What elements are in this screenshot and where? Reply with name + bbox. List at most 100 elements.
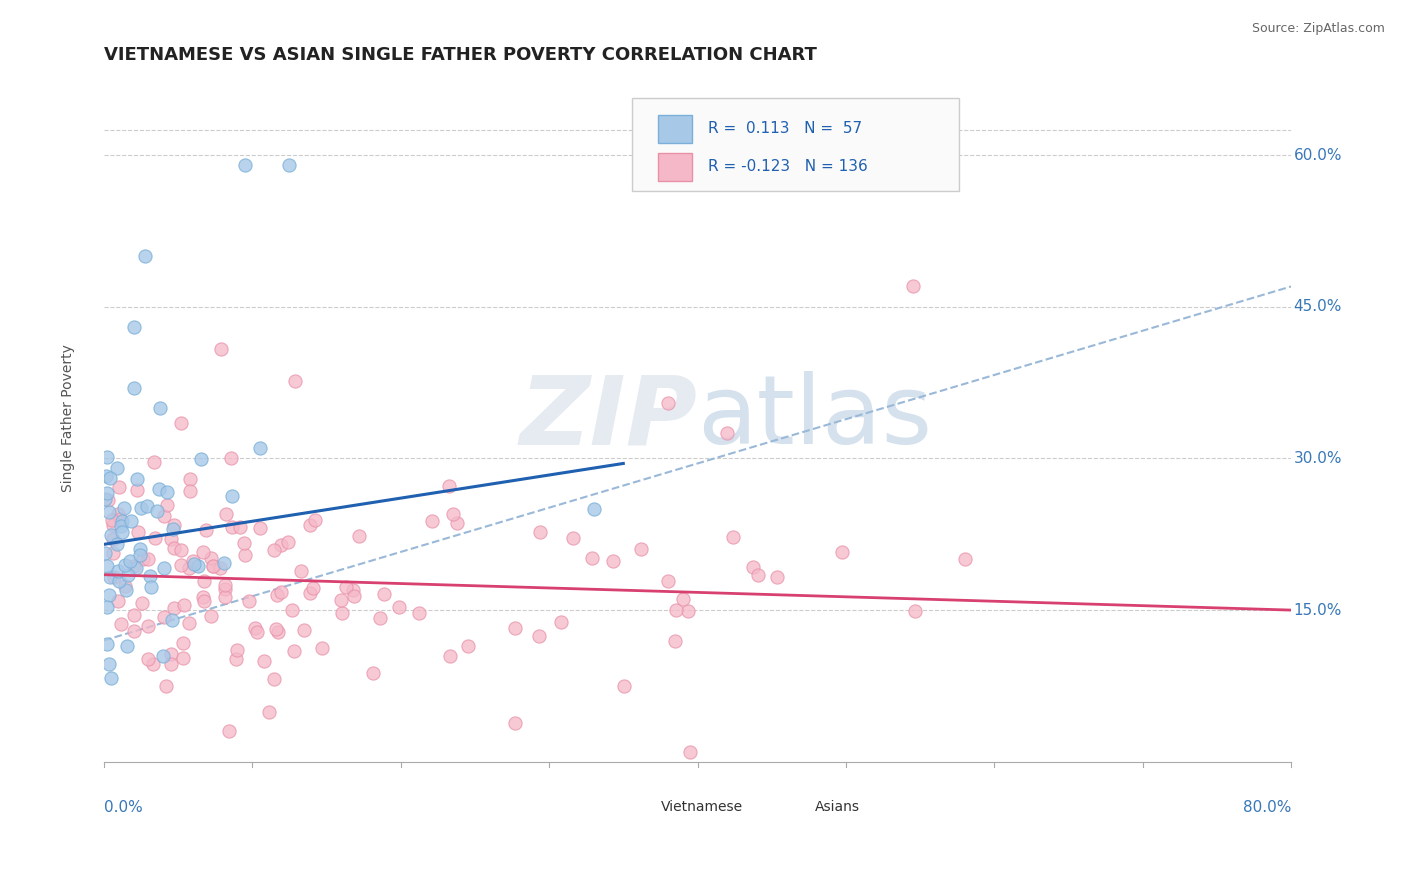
Point — [100, 528, 122, 542]
Text: 15.0%: 15.0% — [1294, 603, 1341, 617]
Point — [342, 582, 364, 597]
Point — [208, 560, 231, 574]
Point — [290, 564, 312, 578]
Point — [94, 492, 117, 507]
Point — [107, 507, 129, 521]
Point — [582, 502, 605, 516]
Point — [160, 657, 183, 671]
Point — [163, 518, 186, 533]
Text: ZIP: ZIP — [520, 371, 697, 465]
Point — [361, 665, 384, 680]
Point — [550, 615, 572, 629]
Point — [160, 532, 183, 546]
Point — [127, 483, 149, 498]
Point — [179, 472, 201, 486]
Text: Source: ZipAtlas.com: Source: ZipAtlas.com — [1251, 22, 1385, 36]
Text: 30.0%: 30.0% — [1294, 450, 1341, 466]
Point — [160, 647, 183, 661]
Point — [101, 546, 124, 560]
Point — [105, 461, 128, 475]
Point — [665, 603, 688, 617]
Point — [249, 521, 271, 535]
Point — [335, 580, 357, 594]
Point — [143, 455, 166, 469]
Point — [120, 514, 142, 528]
Point — [195, 523, 218, 537]
Point — [672, 592, 695, 607]
Point — [225, 652, 247, 666]
Point — [747, 567, 769, 582]
Point — [270, 584, 292, 599]
Point — [283, 643, 305, 657]
Text: Asians: Asians — [815, 800, 860, 814]
Text: 80.0%: 80.0% — [1243, 799, 1291, 814]
Point — [118, 554, 141, 568]
Point — [117, 567, 139, 582]
Point — [439, 649, 461, 664]
Point — [127, 524, 149, 539]
Point — [97, 657, 120, 671]
Point — [233, 548, 256, 562]
Point — [218, 723, 240, 738]
Point — [214, 582, 236, 596]
Point — [117, 640, 139, 654]
Point — [149, 401, 172, 415]
Point — [420, 514, 443, 528]
Point — [107, 565, 129, 579]
Point — [181, 554, 204, 568]
Point — [373, 587, 395, 601]
Point — [96, 493, 118, 508]
Point — [172, 650, 194, 665]
Point — [200, 550, 222, 565]
Text: Single Father Poverty: Single Father Poverty — [62, 344, 76, 491]
Point — [134, 249, 156, 263]
Point — [183, 557, 205, 571]
Point — [904, 604, 927, 618]
Point — [441, 507, 464, 521]
Point — [212, 556, 235, 570]
Point — [96, 558, 118, 573]
Point — [162, 613, 184, 627]
Point — [238, 593, 260, 607]
Point — [103, 569, 125, 583]
Point — [277, 535, 299, 549]
Point — [657, 574, 679, 589]
FancyBboxPatch shape — [633, 98, 959, 191]
Point — [128, 541, 150, 556]
Point — [96, 599, 118, 614]
Point — [122, 381, 145, 395]
Point — [98, 471, 121, 485]
Point — [127, 472, 149, 486]
Point — [98, 569, 121, 583]
Point — [676, 604, 699, 618]
Point — [170, 543, 193, 558]
Text: 0.0%: 0.0% — [104, 799, 142, 814]
Point — [202, 559, 225, 574]
Point — [139, 569, 162, 583]
Point — [100, 671, 122, 685]
Point — [94, 545, 117, 559]
Point — [101, 518, 124, 533]
Point — [679, 745, 702, 759]
Point — [112, 501, 135, 516]
Point — [129, 500, 152, 515]
Point — [503, 621, 526, 635]
Point — [387, 600, 409, 615]
Point — [243, 621, 266, 635]
Point — [128, 549, 150, 563]
Point — [156, 498, 179, 512]
Point — [246, 624, 269, 639]
Point — [831, 545, 853, 559]
Point — [107, 594, 129, 608]
Point — [304, 513, 326, 527]
Point — [101, 533, 124, 547]
Text: R =  0.113   N =  57: R = 0.113 N = 57 — [709, 121, 862, 136]
Point — [253, 654, 276, 668]
Point — [193, 594, 215, 608]
Point — [742, 560, 765, 574]
Text: R = -0.123   N = 136: R = -0.123 N = 136 — [709, 160, 868, 174]
Point — [330, 593, 353, 607]
Text: 45.0%: 45.0% — [1294, 299, 1341, 314]
Point — [172, 635, 194, 649]
Point — [143, 531, 166, 545]
